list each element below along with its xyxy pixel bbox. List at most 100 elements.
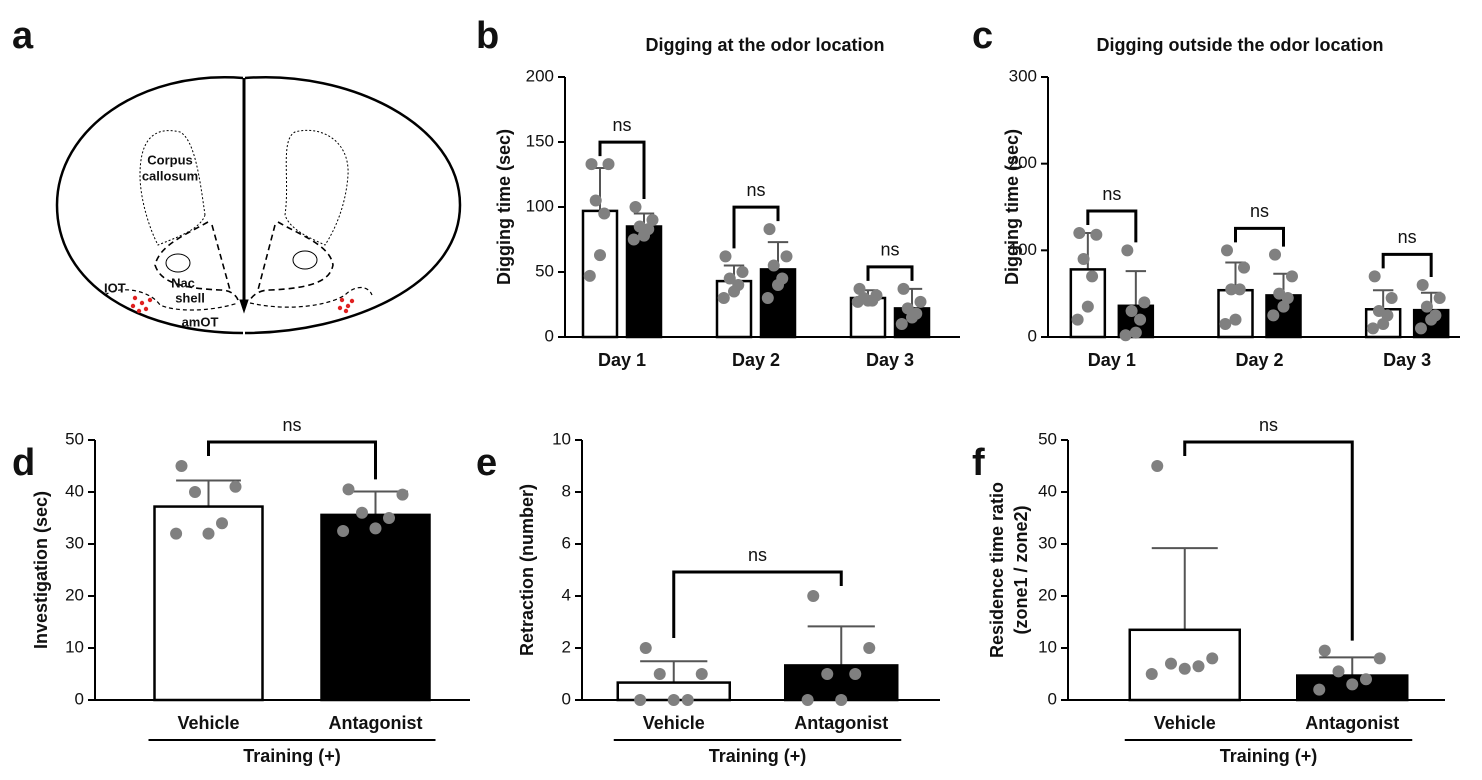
brain-diagram bbox=[55, 75, 462, 335]
ot bbox=[249, 286, 373, 308]
data-point bbox=[897, 282, 910, 295]
data-point bbox=[1313, 683, 1326, 696]
significance-label: ns bbox=[282, 415, 301, 435]
y-tick-label: 4 bbox=[562, 585, 571, 604]
y-tick-label: 50 bbox=[65, 429, 84, 448]
data-point bbox=[1233, 283, 1246, 296]
significance-label: ns bbox=[880, 240, 899, 260]
panel-label: e bbox=[476, 442, 497, 484]
y-tick-label: 0 bbox=[545, 326, 554, 345]
data-point bbox=[853, 282, 866, 295]
y-tick-label: 40 bbox=[1038, 481, 1057, 500]
data-point bbox=[189, 486, 201, 498]
significance-bracket bbox=[1234, 226, 1285, 247]
data-point bbox=[1377, 318, 1390, 330]
y-tick-label: 100 bbox=[526, 196, 554, 215]
significance-bracket bbox=[1086, 209, 1138, 243]
data-point bbox=[1119, 329, 1132, 342]
data-point bbox=[342, 483, 355, 496]
data-point bbox=[1219, 318, 1232, 330]
y-tick-label: 50 bbox=[535, 261, 554, 280]
data-point bbox=[728, 285, 740, 298]
y-tick-label: 20 bbox=[65, 585, 84, 604]
data-point bbox=[1138, 296, 1151, 309]
data-point bbox=[1081, 300, 1094, 313]
data-point bbox=[906, 311, 918, 324]
arrow bbox=[239, 299, 249, 314]
data-point bbox=[1267, 309, 1280, 322]
data-point bbox=[602, 158, 615, 171]
significance-bracket bbox=[866, 265, 914, 281]
data-point bbox=[229, 480, 242, 493]
x-tick-label: Antagonist bbox=[1305, 713, 1399, 733]
panel-label: c bbox=[972, 15, 993, 57]
x-tick-label: Day 1 bbox=[1088, 350, 1136, 370]
y-tick-label: 150 bbox=[526, 131, 554, 150]
data-point bbox=[1165, 657, 1177, 670]
panel-label: d bbox=[12, 442, 35, 484]
data-point bbox=[1385, 292, 1398, 304]
data-point bbox=[1145, 668, 1158, 680]
data-point bbox=[1221, 244, 1233, 257]
data-point bbox=[914, 295, 927, 308]
data-point bbox=[1346, 678, 1359, 691]
data-point bbox=[1420, 300, 1433, 313]
outline bbox=[55, 76, 244, 335]
y-axis-label: Investigation (sec) bbox=[31, 491, 51, 649]
data-point bbox=[763, 223, 776, 236]
data-point bbox=[589, 194, 602, 207]
y-tick-label: 0 bbox=[1028, 326, 1037, 345]
data-point bbox=[1269, 248, 1281, 261]
diagram-label: callosum bbox=[142, 168, 198, 183]
data-point bbox=[1425, 313, 1438, 326]
significance-bracket bbox=[1381, 252, 1433, 277]
nac bbox=[154, 221, 239, 301]
injection-sites bbox=[130, 295, 355, 314]
y-tick-label: 30 bbox=[65, 533, 84, 552]
data-point bbox=[598, 207, 611, 220]
data-point bbox=[863, 642, 876, 654]
diagram-label: amOT bbox=[182, 314, 219, 329]
y-tick-label: 200 bbox=[1009, 153, 1037, 172]
data-point bbox=[1090, 228, 1103, 241]
data-point bbox=[807, 590, 820, 602]
data-point bbox=[717, 292, 730, 304]
data-point bbox=[653, 668, 666, 680]
y-axis-label: Residence time ratio bbox=[987, 482, 1007, 658]
diagram-label: Nac bbox=[171, 275, 195, 290]
data-point bbox=[1225, 283, 1238, 296]
data-point bbox=[1206, 652, 1219, 665]
data-point bbox=[383, 512, 395, 524]
y-tick-label: 10 bbox=[552, 429, 571, 448]
bar bbox=[320, 513, 431, 702]
x-axis-label: Training (+) bbox=[1220, 746, 1318, 766]
chart-title: Digging at the odor location bbox=[646, 35, 885, 55]
y-axis-label: (zone1 / zone2) bbox=[1011, 505, 1031, 634]
data-point bbox=[719, 250, 732, 263]
data-point bbox=[1433, 292, 1446, 304]
panel-label: b bbox=[476, 15, 499, 57]
x-tick-label: Day 2 bbox=[732, 350, 780, 370]
y-tick-label: 6 bbox=[562, 533, 571, 552]
y-tick-label: 50 bbox=[1038, 429, 1057, 448]
data-point bbox=[801, 694, 814, 706]
data-point bbox=[723, 272, 736, 285]
y-axis-label: Digging time (sec) bbox=[1002, 129, 1022, 285]
data-point bbox=[175, 460, 188, 472]
significance-label: ns bbox=[748, 545, 767, 565]
data-point bbox=[202, 527, 215, 540]
data-point bbox=[1286, 270, 1298, 283]
data-point bbox=[369, 522, 382, 535]
y-tick-label: 30 bbox=[1038, 533, 1057, 552]
x-tick-label: Vehicle bbox=[643, 713, 705, 733]
data-point bbox=[1071, 313, 1084, 326]
data-point bbox=[1178, 662, 1191, 675]
data-point bbox=[170, 527, 183, 540]
data-point bbox=[1368, 270, 1381, 283]
data-point bbox=[772, 279, 784, 291]
data-point bbox=[1134, 313, 1147, 326]
data-point bbox=[736, 266, 749, 278]
data-point bbox=[1073, 227, 1086, 239]
data-point bbox=[1414, 322, 1427, 335]
significance-bracket bbox=[732, 205, 780, 249]
